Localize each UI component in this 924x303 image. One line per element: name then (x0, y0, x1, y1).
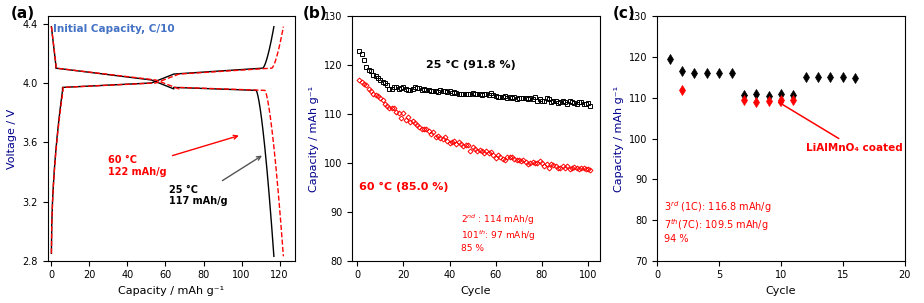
X-axis label: Capacity / mAh g⁻¹: Capacity / mAh g⁻¹ (118, 286, 225, 296)
Text: 3$^{rd}$ (1C): 116.8 mAh/g
7$^{th}$(7C): 109.5 mAh/g
94 %: 3$^{rd}$ (1C): 116.8 mAh/g 7$^{th}$(7C):… (663, 199, 771, 245)
Text: (b): (b) (303, 6, 328, 22)
Text: Initial Capacity, C/10: Initial Capacity, C/10 (53, 24, 174, 34)
X-axis label: Cycle: Cycle (461, 286, 492, 296)
Text: 2$^{nd}$ : 114 mAh/g
101$^{th}$: 97 mAh/g
85 %: 2$^{nd}$ : 114 mAh/g 101$^{th}$: 97 mAh/… (461, 212, 536, 253)
Text: LiAlMnO₄ coated: LiAlMnO₄ coated (779, 102, 903, 153)
Y-axis label: Voltage / V: Voltage / V (7, 108, 17, 169)
Y-axis label: Capacity / mAh g⁻¹: Capacity / mAh g⁻¹ (614, 85, 624, 191)
X-axis label: Cycle: Cycle (766, 286, 796, 296)
Y-axis label: Capacity / mAh g⁻¹: Capacity / mAh g⁻¹ (309, 85, 319, 191)
Text: (c): (c) (613, 6, 636, 22)
Text: 60 °C (85.0 %): 60 °C (85.0 %) (359, 182, 449, 192)
Text: 25 °C
117 mAh/g: 25 °C 117 mAh/g (169, 156, 261, 206)
Text: (a): (a) (10, 6, 34, 22)
Text: 25 °C (91.8 %): 25 °C (91.8 %) (426, 60, 517, 70)
Text: 60 °C
122 mAh/g: 60 °C 122 mAh/g (108, 135, 237, 177)
